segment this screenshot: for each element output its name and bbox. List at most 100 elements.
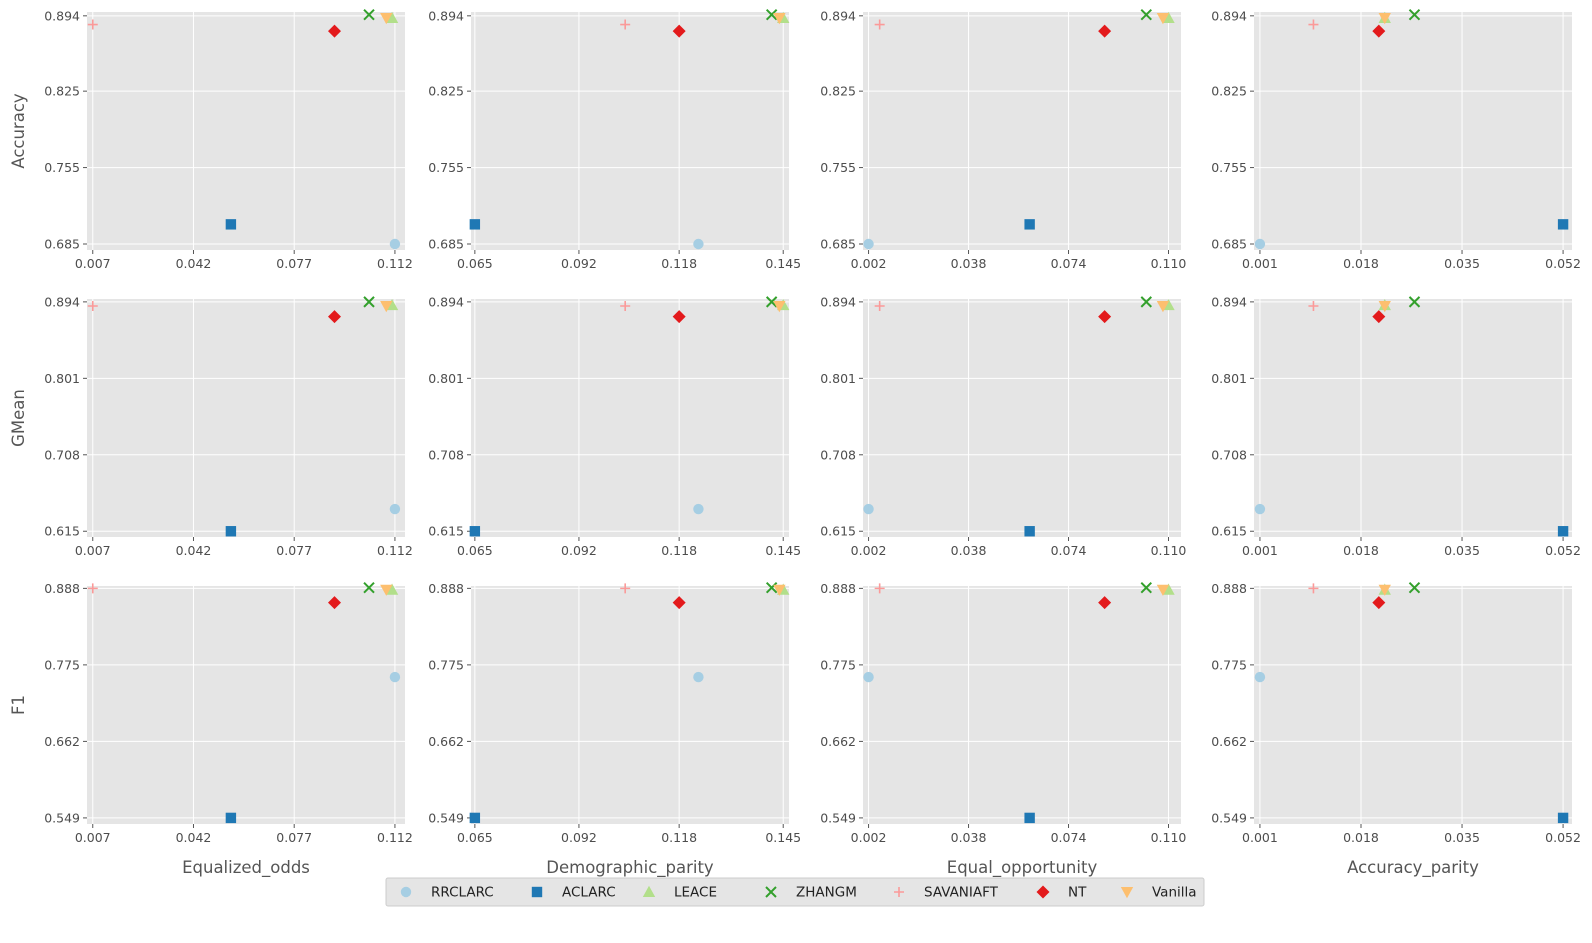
point-savaniaft (620, 300, 631, 311)
point-vanilla (1378, 300, 1391, 313)
legend-label: LEACE (674, 885, 717, 901)
points (1254, 581, 1569, 824)
panel-gmean-equal_opportunity: 0.002 0.038 0.074 0.110 0.615 0.708 0.801 0.894 (820, 294, 1186, 558)
plot-background (471, 12, 789, 250)
point-leace (642, 885, 656, 897)
y-tick-label: 0.662 (820, 734, 856, 749)
y-tick-label: 0.755 (820, 160, 856, 175)
point-savaniaft (1308, 19, 1319, 30)
point-vanilla (773, 584, 786, 596)
point-rrclarc (389, 238, 401, 250)
x-tick-label: 0.035 (1444, 543, 1480, 558)
x-tick-label: 0.110 (1151, 256, 1187, 271)
point-vanilla (773, 13, 786, 25)
plot-background (863, 299, 1181, 537)
point-rrclarc (863, 503, 874, 515)
point-zhangm (1408, 581, 1421, 594)
y-tick-label: 0.801 (428, 371, 464, 386)
y-tick-label: 0.894 (820, 294, 856, 309)
x-axis-label: Equalized_odds (182, 858, 310, 878)
y-tick-label: 0.888 (820, 581, 856, 596)
x-tick-label: 0.002 (851, 543, 887, 558)
point-aclarc (225, 812, 237, 824)
point-savaniaft (874, 19, 885, 30)
plot-background (863, 586, 1181, 824)
y-tick-label: 0.708 (428, 447, 464, 462)
point-savaniaft (1308, 583, 1319, 594)
panel-gmean-equalized_odds: 0.007 0.042 0.077 0.112 0.615 0.708 0.801 0.894… (9, 294, 413, 558)
legend-label: RRCLARC (431, 885, 494, 901)
point-savaniaft (894, 887, 904, 897)
y-tick-label: 0.894 (820, 8, 856, 23)
panel-accuracy-demographic_parity: 0.065 0.092 0.118 0.145 0.685 0.755 0.825 0.894 (428, 8, 801, 271)
legend-label: ZHANGM (796, 885, 857, 901)
point-aclarc (1024, 812, 1035, 824)
y-tick-label: 0.662 (428, 734, 464, 749)
panels-grid: 0.007 0.042 0.077 0.112 0.685 0.755 0.825 0.894… (9, 8, 1581, 878)
point-leace (1162, 583, 1175, 595)
y-tick-label: 0.755 (1211, 160, 1247, 175)
plot-background (87, 586, 405, 824)
y-tick-label: 0.549 (1211, 810, 1247, 825)
point-aclarc (1557, 219, 1569, 230)
y-tick-label: 0.615 (44, 524, 80, 539)
points (863, 296, 1175, 537)
point-vanilla (1120, 887, 1134, 899)
point-zhangm (765, 581, 778, 594)
y-tick-label: 0.894 (1211, 294, 1247, 309)
point-nt (672, 310, 686, 324)
y-tick-label: 0.549 (428, 810, 464, 825)
y-tick-label: 0.775 (428, 657, 464, 672)
y-tick-label: 0.615 (428, 524, 464, 539)
x-tick-label: 0.118 (661, 543, 697, 558)
point-nt (1098, 310, 1112, 324)
x-axis-label: Demographic_parity (546, 858, 714, 878)
x-tick-label: 0.042 (176, 256, 212, 271)
x-tick-label: 0.110 (1151, 543, 1187, 558)
point-nt (327, 596, 341, 610)
point-aclarc (1557, 812, 1569, 824)
x-tick-label: 0.052 (1545, 830, 1581, 845)
point-aclarc (469, 812, 481, 824)
panel-f1-demographic_parity: 0.065 0.092 0.118 0.145 0.549 0.662 0.775 0.888… (428, 581, 801, 878)
points (469, 581, 790, 824)
x-tick-label: 0.092 (561, 256, 597, 271)
point-savaniaft (874, 300, 885, 311)
point-zhangm (765, 296, 778, 308)
y-tick-label: 0.708 (820, 447, 856, 462)
point-leace (385, 11, 399, 24)
point-aclarc (225, 219, 237, 230)
plot-background (471, 586, 789, 824)
x-tick-label: 0.074 (1051, 830, 1087, 845)
x-tick-label: 0.145 (765, 256, 801, 271)
point-rrclarc (863, 671, 874, 683)
point-vanilla (380, 584, 393, 596)
points (1254, 9, 1569, 250)
point-savaniaft (1308, 300, 1319, 311)
x-tick-label: 0.007 (75, 543, 111, 558)
point-savaniaft (620, 19, 631, 30)
legend-items: RRCLARC ACLARC LEACE ZHANGM SAVANIAFT NT Vanil… (400, 885, 1197, 901)
point-rrclarc (693, 503, 704, 515)
panel-f1-equalized_odds: 0.007 0.042 0.077 0.112 0.549 0.662 0.775 0.888… (9, 581, 413, 878)
point-rrclarc (1254, 238, 1266, 250)
point-nt (1036, 885, 1050, 899)
point-vanilla (1378, 13, 1391, 25)
point-nt (327, 310, 341, 324)
x-tick-label: 0.118 (661, 256, 697, 271)
x-tick-label: 0.001 (1242, 256, 1278, 271)
y-tick-label: 0.755 (428, 160, 464, 175)
x-tick-label: 0.092 (561, 830, 597, 845)
x-tick-label: 0.092 (561, 543, 597, 558)
point-zhangm (1140, 9, 1152, 21)
x-tick-label: 0.065 (457, 543, 493, 558)
point-nt (1372, 310, 1386, 324)
point-zhangm (363, 581, 375, 594)
x-tick-label: 0.035 (1444, 830, 1480, 845)
point-nt (1098, 596, 1112, 610)
y-tick-label: 0.801 (820, 371, 856, 386)
x-tick-label: 0.007 (75, 830, 111, 845)
y-tick-label: 0.888 (1211, 581, 1247, 596)
y-tick-label: 0.775 (1211, 657, 1247, 672)
